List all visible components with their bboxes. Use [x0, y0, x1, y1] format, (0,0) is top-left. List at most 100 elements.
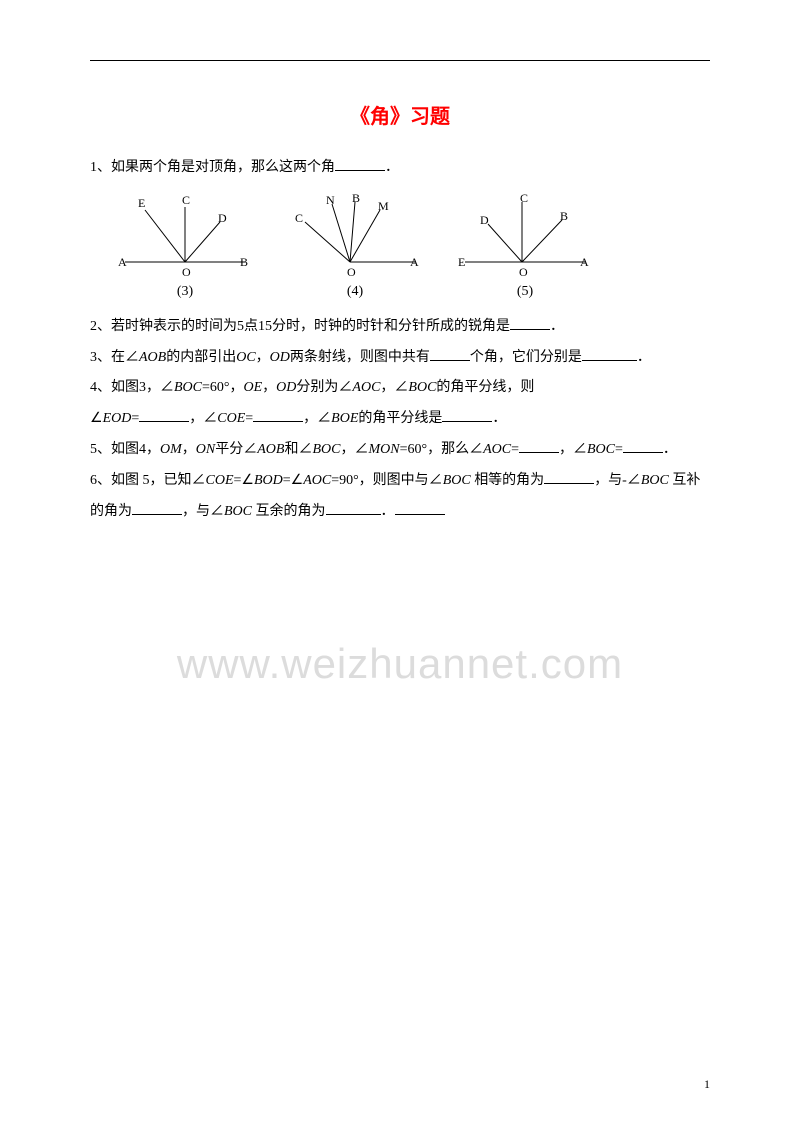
q3-c: ，: [256, 350, 270, 365]
q4-b: =60°，: [202, 380, 244, 395]
figure-4: N B M C O A (4): [280, 192, 430, 300]
svg-text:D: D: [480, 213, 489, 227]
coe2: COE: [206, 473, 234, 488]
blank: [132, 501, 182, 515]
svg-text:M: M: [378, 199, 389, 213]
aoc2: AOC: [483, 442, 511, 457]
aoc3: AOC: [303, 473, 331, 488]
svg-text:C: C: [520, 192, 528, 205]
svg-text:O: O: [182, 265, 191, 279]
q6-h: ，与∠: [182, 504, 224, 519]
eod: EOD: [103, 411, 132, 426]
svg-text:C: C: [295, 211, 303, 225]
q1-text: 1、如果两个角是对顶角，那么这两个角: [90, 160, 335, 175]
blank: [395, 501, 445, 515]
blank: [582, 347, 637, 361]
q2-end: ．: [550, 319, 564, 334]
coe: COE: [217, 411, 245, 426]
svg-text:E: E: [458, 255, 465, 269]
question-4: 4、如图3，∠BOC=60°，OE，OD分别为∠AOC，∠BOC的角平分线，则 …: [90, 373, 710, 435]
oe: OE: [244, 380, 263, 395]
q3-end: ．: [637, 350, 651, 365]
svg-text:C: C: [182, 193, 190, 207]
boc7: BOC: [224, 504, 252, 519]
blank: [623, 439, 663, 453]
q6-b: =∠: [234, 473, 254, 488]
boc4: BOC: [587, 442, 615, 457]
q5-f: =60°，那么∠: [400, 442, 484, 457]
watermark: www.weizhuannet.com: [0, 640, 800, 688]
mon: MON: [368, 442, 399, 457]
blank: [335, 157, 385, 171]
figure-5-svg: C D B E O A: [450, 192, 600, 282]
q3-e: 个角，它们分别是: [470, 350, 582, 365]
aob2: AOB: [257, 442, 284, 457]
svg-text:N: N: [326, 193, 335, 207]
q6-c: =∠: [283, 473, 303, 488]
figure-3: E C D A O B (3): [110, 192, 260, 300]
q4-k: ，∠: [303, 411, 331, 426]
boe: BOE: [331, 411, 358, 426]
q4-a: 4、如图3，∠: [90, 380, 174, 395]
blank: [519, 439, 559, 453]
svg-text:A: A: [118, 255, 127, 269]
q4-c: ，: [262, 380, 276, 395]
blank: [253, 408, 303, 422]
aoc: AOC: [352, 380, 380, 395]
q4-h: =: [131, 411, 139, 426]
q4-end: ．: [492, 411, 506, 426]
question-1: 1、如果两个角是对顶角，那么这两个角 ．: [90, 153, 710, 184]
q5-i: =: [615, 442, 623, 457]
svg-text:B: B: [352, 192, 360, 205]
q5-c: 平分∠: [215, 442, 257, 457]
q4-d: 分别为∠: [296, 380, 352, 395]
q4-e: ，∠: [380, 380, 408, 395]
svg-text:D: D: [218, 211, 227, 225]
blank: [139, 408, 189, 422]
q6-d: =90°，则图中与∠: [331, 473, 443, 488]
svg-text:E: E: [138, 196, 145, 210]
page-title: 《角》习题: [90, 100, 710, 129]
blank: [326, 501, 381, 515]
oc: OC: [236, 350, 255, 365]
svg-text:B: B: [560, 209, 568, 223]
q6-e: 相等的角为: [471, 473, 545, 488]
question-5: 5、如图4，OM，ON平分∠AOB和∠BOC，∠MON=60°，那么∠AOC=，…: [90, 435, 710, 466]
q4-i: ，∠: [189, 411, 217, 426]
q2-text: 2、若时钟表示的时间为5点15分时，时钟的时针和分针所成的锐角是: [90, 319, 510, 334]
svg-text:B: B: [240, 255, 248, 269]
aob: AOB: [139, 350, 166, 365]
q6-i: 互余的角为: [252, 504, 326, 519]
q5-a: 5、如图4，: [90, 442, 160, 457]
boc3: BOC: [312, 442, 340, 457]
boc6: BOC: [641, 473, 669, 488]
q5-g: =: [511, 442, 519, 457]
svg-text:O: O: [519, 265, 528, 279]
question-6: 6、如图 5，已知∠COE=∠BOD=∠AOC=90°，则图中与∠BOC 相等的…: [90, 466, 710, 528]
figure-5-caption: (5): [517, 284, 533, 300]
on: ON: [196, 442, 215, 457]
q1-end: ．: [385, 160, 399, 175]
q5-e: ，∠: [340, 442, 368, 457]
boc5: BOC: [443, 473, 471, 488]
svg-text:A: A: [410, 255, 419, 269]
q5-d: 和∠: [284, 442, 312, 457]
q5-b: ，: [182, 442, 196, 457]
blank: [544, 470, 594, 484]
question-3: 3、在∠AOB的内部引出OC，OD两条射线，则图中共有个角，它们分别是．: [90, 343, 710, 374]
q6-a: 6、如图 5，已知∠: [90, 473, 206, 488]
om: OM: [160, 442, 182, 457]
q4-f: 的角平分线，则: [436, 380, 534, 395]
q3-b: 的内部引出: [166, 350, 236, 365]
svg-text:A: A: [580, 255, 589, 269]
figures-row: E C D A O B (3) N B M C: [110, 192, 710, 300]
q5-end: ．: [663, 442, 677, 457]
page-number: 1: [704, 1077, 710, 1092]
figure-4-caption: (4): [347, 284, 363, 300]
q6-end: ．: [381, 504, 395, 519]
q3-a: 3、在∠: [90, 350, 139, 365]
boc: BOC: [174, 380, 202, 395]
q5-h: ，∠: [559, 442, 587, 457]
boc2: BOC: [408, 380, 436, 395]
q6-f: ，与-∠: [594, 473, 641, 488]
